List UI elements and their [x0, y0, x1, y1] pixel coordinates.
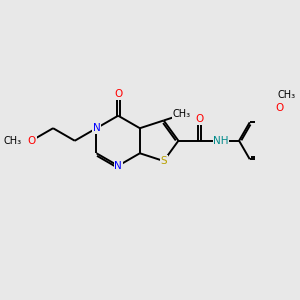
Text: S: S — [160, 156, 167, 166]
Text: O: O — [275, 103, 283, 113]
Text: CH₃: CH₃ — [172, 109, 190, 118]
Text: N: N — [93, 123, 100, 133]
Text: O: O — [114, 89, 122, 99]
Text: CH₃: CH₃ — [4, 136, 22, 146]
Text: O: O — [27, 136, 35, 146]
Text: NH: NH — [213, 136, 229, 146]
Text: O: O — [196, 114, 204, 124]
Text: CH₃: CH₃ — [278, 90, 296, 100]
Text: N: N — [114, 161, 122, 171]
